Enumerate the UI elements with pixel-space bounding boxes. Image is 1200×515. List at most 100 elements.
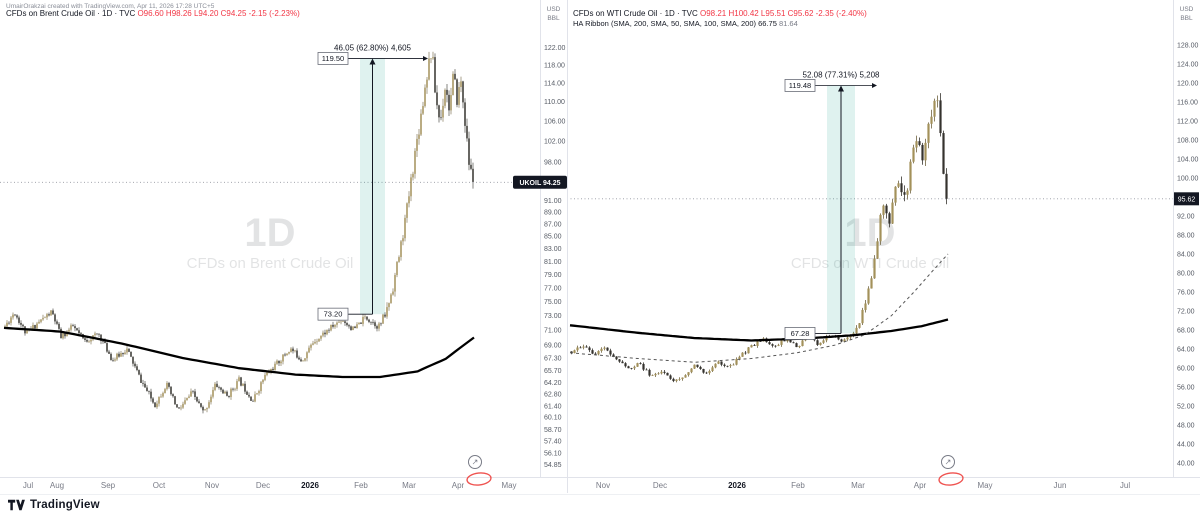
- pane-divider[interactable]: [567, 0, 568, 493]
- measure-text[interactable]: 46.05 (62.80%) 4,605: [334, 43, 411, 52]
- price-tick-label: 116.00: [1177, 100, 1198, 107]
- red-circle-annotation[interactable]: [466, 472, 492, 486]
- price-tick-label: 60.00: [1177, 366, 1195, 373]
- svg-text:73.20: 73.20: [324, 310, 343, 319]
- price-level-box[interactable]: [317, 307, 349, 321]
- sma-200-line[interactable]: [569, 318, 949, 342]
- price-tick-label: 87.00: [544, 222, 562, 229]
- price-tick-label: 128.00: [1177, 43, 1199, 50]
- symbol-title[interactable]: CFDs on Brent Crude Oil · 1D · TVC: [6, 9, 136, 18]
- price-tick-label: 72.00: [1177, 309, 1195, 316]
- price-level-box[interactable]: [784, 327, 816, 340]
- price-tick-label: 85.00: [544, 234, 562, 241]
- currency-label[interactable]: USD: [546, 6, 561, 13]
- measure-arrow-head: [838, 85, 844, 92]
- time-label: May: [977, 481, 992, 490]
- price-tick-label: 68.00: [1177, 328, 1195, 335]
- plot-area[interactable]: [0, 0, 540, 477]
- circle-marker-icon[interactable]: [941, 455, 955, 469]
- time-label: 2026: [301, 481, 319, 490]
- indicator-title[interactable]: HA Ribbon (SMA, 200, SMA, 50, SMA, 100, …: [573, 19, 756, 28]
- measure-top-arrow: [872, 82, 877, 88]
- time-label: Feb: [791, 481, 805, 490]
- time-label: May: [501, 481, 516, 490]
- red-circle-annotation[interactable]: [938, 472, 964, 486]
- price-axis[interactable]: [1173, 0, 1200, 477]
- time-label: Jul: [23, 481, 33, 490]
- price-tick-label: 81.00: [544, 259, 562, 266]
- chart-canvas-brent[interactable]: 122.00 118.00 114.00 110.00 106.00 102.00 98.0…: [0, 0, 567, 493]
- time-label: Oct: [153, 481, 166, 490]
- time-label: Jun: [1054, 481, 1067, 490]
- price-tick-label: 92.00: [1177, 214, 1195, 221]
- price-tick-label: 88.00: [1177, 233, 1195, 240]
- price-tick-label: 48.00: [1177, 423, 1195, 430]
- price-axis[interactable]: [540, 0, 567, 477]
- currency-label[interactable]: USD: [1179, 6, 1194, 13]
- price-tick-label: 89.00: [544, 210, 562, 217]
- axis-unit-toggle-brent[interactable]: USD BBL: [540, 5, 567, 23]
- legend-brent[interactable]: CFDs on Brent Crude Oil · 1D · TVC O96.6…: [6, 9, 300, 19]
- price-tick-label: 98.00: [544, 159, 562, 166]
- chart-canvas-wti[interactable]: 128.00 124.00 120.00 116.00 112.00 108.00 104.…: [567, 0, 1200, 493]
- unit-label[interactable]: BBL: [547, 15, 560, 22]
- price-tick-label: 79.00: [544, 272, 562, 279]
- time-label: Feb: [354, 481, 368, 490]
- time-label: Apr: [452, 481, 465, 490]
- price-tick-label: 60.10: [544, 415, 562, 422]
- price-tick-label: 44.00: [1177, 442, 1195, 449]
- price-level-box[interactable]: [317, 52, 349, 65]
- axis-unit-toggle-wti[interactable]: USD BBL: [1173, 5, 1200, 23]
- price-tick-label: 122.00: [544, 45, 566, 52]
- price-tick-label: 64.20: [544, 380, 562, 387]
- circle-marker-icon[interactable]: [468, 455, 482, 469]
- price-tick-label: 104.00: [1177, 157, 1199, 164]
- attribution-text: UmairOrakzai created with TradingView.co…: [6, 3, 215, 10]
- time-label: Dec: [256, 481, 270, 490]
- time-label: Jul: [1120, 481, 1130, 490]
- svg-text:↗: ↗: [472, 458, 479, 467]
- time-label: Nov: [205, 481, 219, 490]
- measure-arrow-head: [369, 58, 376, 65]
- price-tick-label: 91.00: [544, 198, 562, 205]
- price-tick-label: 69.00: [544, 342, 562, 349]
- price-tick-label: 83.00: [544, 246, 562, 253]
- price-tick-label: 76.00: [1177, 290, 1195, 297]
- time-label: Sep: [101, 481, 116, 490]
- unit-label[interactable]: BBL: [1180, 15, 1193, 22]
- price-level-box[interactable]: [784, 79, 816, 92]
- svg-text:↗: ↗: [945, 458, 952, 467]
- legend-wti[interactable]: CFDs on WTI Crude Oil · 1D · TVC O98.21 …: [573, 9, 867, 29]
- ohlc-values: O96.60 H98.26 L94.20 C94.25 -2.15 (-2.23…: [137, 9, 300, 18]
- indicator-value-1: 66.75: [758, 19, 777, 28]
- price-tick-label: 58.70: [544, 427, 562, 434]
- price-tick-label: 56.00: [1177, 385, 1195, 392]
- price-tick-label: 110.00: [544, 99, 565, 106]
- indicator-value-2: 81.64: [778, 19, 798, 28]
- price-tick-label: 108.00: [1177, 138, 1199, 145]
- svg-text:95.62: 95.62: [1178, 196, 1196, 203]
- price-tick-label: 57.40: [544, 439, 562, 446]
- current-price-label: [1174, 192, 1199, 206]
- price-tick-label: 75.00: [544, 299, 562, 306]
- svg-text:119.48: 119.48: [789, 81, 811, 90]
- price-tick-label: 73.00: [544, 313, 562, 320]
- symbol-title[interactable]: CFDs on WTI Crude Oil · 1D · TVC: [573, 9, 698, 18]
- time-label: Aug: [50, 481, 64, 490]
- chart-pane-wti: 1D CFDs on WTI Crude Oil CFDs on WTI Cru…: [567, 0, 1200, 493]
- time-label: Nov: [596, 481, 610, 490]
- time-axis[interactable]: [0, 477, 567, 493]
- sma-200-line[interactable]: [3, 326, 475, 379]
- svg-text:119.50: 119.50: [322, 54, 344, 63]
- price-tick-label: 106.00: [544, 118, 566, 125]
- price-tick-label: 100.00: [1177, 176, 1199, 183]
- brand-name[interactable]: TradingView: [30, 499, 100, 511]
- svg-text:67.28: 67.28: [791, 329, 810, 338]
- ohlc-values: O98.21 H100.42 L95.51 C95.62 -2.35 (-2.4…: [700, 9, 867, 18]
- price-tick-label: 56.10: [544, 450, 562, 457]
- price-tick-label: 64.00: [1177, 347, 1195, 354]
- time-axis[interactable]: [567, 477, 1200, 493]
- tradingview-logo-icon[interactable]: [8, 499, 25, 511]
- measure-text[interactable]: 52.08 (77.31%) 5,208: [803, 70, 880, 79]
- time-label: Mar: [851, 481, 865, 490]
